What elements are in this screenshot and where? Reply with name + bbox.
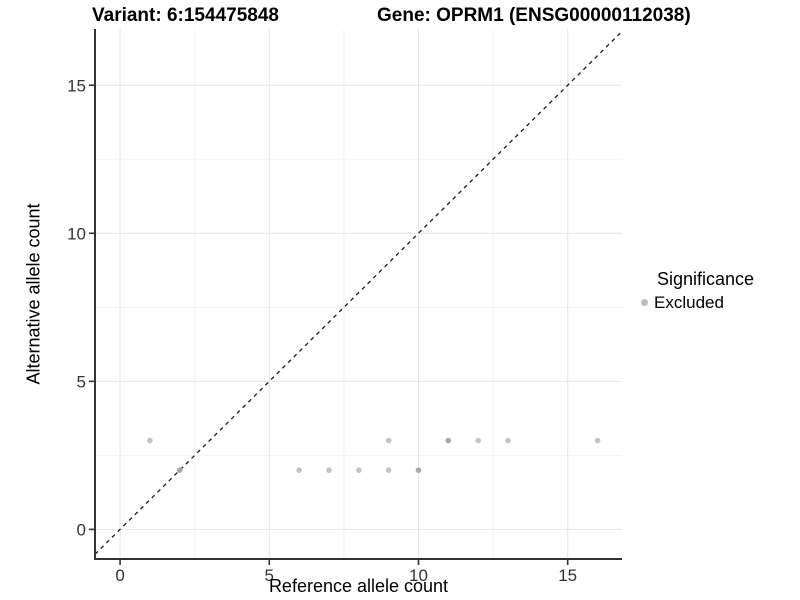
x-axis-title: Reference allele count <box>268 576 449 596</box>
data-point[interactable] <box>385 437 392 444</box>
y-axis-title: Alternative allele count <box>23 203 44 385</box>
y-tick-label: 0 <box>77 520 86 539</box>
data-point[interactable] <box>147 437 153 444</box>
x-tick-label: 15 <box>558 566 577 585</box>
x-tick-label: 10 <box>409 566 428 585</box>
y-tick-label: 15 <box>67 76 86 95</box>
identity-line <box>94 30 623 555</box>
data-point[interactable] <box>355 467 362 473</box>
gene-title: Gene: OPRM1 (ENSG00000112038) <box>377 5 691 26</box>
x-tick-label: 5 <box>265 566 274 585</box>
data-point[interactable] <box>475 437 481 444</box>
y-tick-label: 10 <box>67 224 86 243</box>
data-point[interactable] <box>326 467 332 473</box>
legend-item-label: Excluded <box>654 293 724 312</box>
excluded-point-icon <box>641 299 648 306</box>
variant-title: Variant: 6:154475848 <box>92 5 279 26</box>
legend-title: Significance <box>657 269 755 289</box>
legend: Significance Excluded <box>637 269 797 312</box>
data-point[interactable] <box>594 437 601 444</box>
data-point[interactable] <box>445 437 452 444</box>
data-point[interactable] <box>505 437 511 444</box>
data-point[interactable] <box>415 467 422 473</box>
x-tick-label: 0 <box>115 566 124 585</box>
data-point[interactable] <box>176 467 183 473</box>
data-point[interactable] <box>385 467 392 473</box>
legend-item-excluded: Excluded <box>637 292 797 312</box>
y-tick-label: 5 <box>77 372 86 391</box>
data-point[interactable] <box>296 467 302 473</box>
